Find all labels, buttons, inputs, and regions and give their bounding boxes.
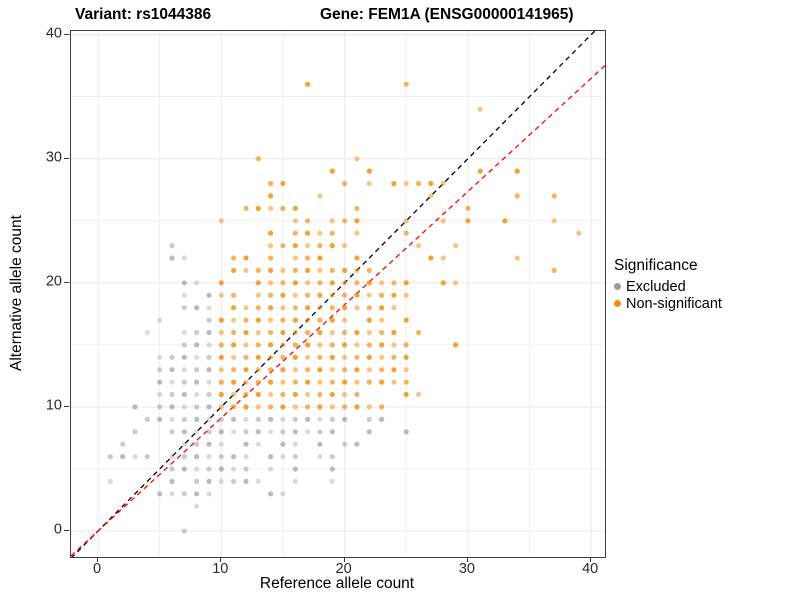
x-axis-tick-label: 20: [335, 561, 352, 577]
allelic-ratio-line: [71, 65, 605, 557]
y-axis-tick-label: 40: [45, 25, 62, 42]
legend-item-label: Excluded: [626, 278, 686, 295]
reference-lines: [71, 31, 605, 557]
y-tick-mark: [64, 281, 69, 283]
x-axis-tick-label: 30: [458, 561, 475, 577]
x-axis-tick-label: 0: [92, 561, 102, 577]
legend-item-nonsignificant: Non-significant: [614, 295, 722, 312]
legend-item-excluded: Excluded: [614, 278, 722, 295]
y-axis-tick-label: 0: [53, 521, 62, 538]
excluded-dot-icon: [614, 283, 621, 290]
data-points-excluded: [107, 243, 409, 534]
y-tick-mark: [64, 405, 69, 407]
legend-item-label: Non-significant: [626, 295, 722, 312]
y-axis-tick-label: 30: [45, 149, 62, 166]
data-points: [107, 81, 582, 534]
x-tick-mark: [590, 557, 592, 562]
legend: Significance Excluded Non-significant: [614, 257, 722, 312]
data-points-non-significant: [218, 81, 582, 410]
x-tick-mark: [220, 557, 222, 562]
x-axis-title: Reference allele count: [259, 575, 415, 592]
legend-title: Significance: [614, 257, 698, 274]
x-axis-tick-label: 10: [212, 561, 229, 577]
variant-title: Variant: rs1044386: [75, 6, 212, 23]
y-axis-title: Alternative allele count: [8, 215, 25, 371]
x-tick-mark: [343, 557, 345, 562]
scatter-plot: [71, 31, 605, 557]
gene-title: Gene: FEM1A (ENSG00000141965): [320, 6, 574, 23]
plot-panel: [70, 30, 606, 558]
y-tick-mark: [64, 33, 69, 35]
x-tick-mark: [466, 557, 468, 562]
x-tick-mark: [97, 557, 98, 562]
gridlines: [71, 31, 605, 557]
y-axis-tick-label: 10: [45, 397, 62, 414]
nonsignificant-dot-icon: [614, 300, 621, 307]
y-axis-tick-label: 20: [45, 273, 62, 290]
x-axis-tick-label: 40: [582, 561, 599, 577]
y-tick-mark: [64, 157, 69, 159]
y-tick-mark: [64, 530, 69, 532]
